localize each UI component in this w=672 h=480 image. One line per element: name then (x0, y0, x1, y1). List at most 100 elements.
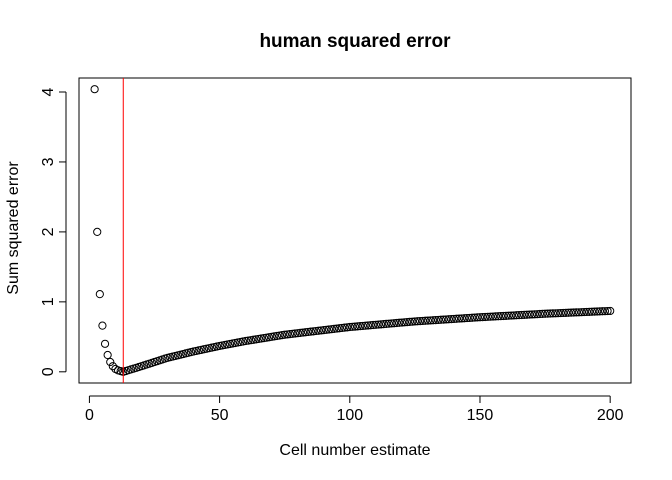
data-point (514, 311, 524, 320)
y-tick-label: 0 (40, 367, 57, 376)
data-point (363, 321, 373, 330)
data-point (244, 336, 253, 345)
x-axis-label: Cell number estimate (279, 442, 430, 459)
data-point (486, 312, 495, 321)
data-point (473, 313, 482, 322)
y-tick-label: 2 (40, 227, 57, 236)
data-point (593, 307, 602, 316)
data-point (491, 312, 500, 321)
data-point (582, 307, 591, 317)
data-point (483, 312, 492, 321)
data-point (314, 326, 323, 335)
data-point (267, 332, 276, 341)
data-point (264, 333, 274, 342)
data-point (335, 324, 344, 333)
data-point (577, 308, 586, 317)
data-point (429, 316, 438, 325)
data-point (540, 309, 550, 318)
data-point (512, 311, 521, 320)
data-point (319, 326, 328, 335)
data-point (280, 330, 289, 339)
data-point (283, 330, 292, 339)
data-point (296, 328, 305, 337)
data-point (392, 318, 401, 328)
data-point (353, 322, 362, 331)
data-point (551, 309, 560, 318)
data-point (561, 308, 571, 317)
data-point (444, 315, 453, 324)
y-tick-label: 3 (40, 157, 57, 166)
data-point (402, 318, 412, 327)
data-point (501, 311, 511, 320)
data-point (460, 314, 469, 323)
data-point (270, 332, 279, 341)
data-point (507, 311, 516, 320)
data-point (374, 320, 383, 329)
data-point (108, 362, 117, 371)
chart-title: human squared error (259, 31, 451, 52)
data-point (345, 322, 354, 332)
data-point (317, 326, 326, 335)
data-point (600, 307, 610, 316)
data-point (395, 318, 404, 327)
data-point (481, 312, 490, 322)
data-point (465, 313, 474, 323)
data-point (389, 319, 399, 328)
data-point (439, 315, 448, 324)
data-point (475, 313, 485, 322)
data-point (311, 326, 321, 336)
data-point (343, 323, 352, 332)
data-point (585, 307, 594, 316)
data-point (309, 327, 318, 336)
data-point (449, 314, 459, 324)
data-point (356, 322, 365, 331)
data-point (387, 319, 396, 328)
data-point (564, 308, 573, 317)
data-point (527, 310, 537, 319)
data-point (249, 335, 258, 344)
data-point (330, 324, 339, 333)
data-point (567, 308, 576, 317)
data-point (293, 329, 302, 338)
data-point (106, 357, 115, 367)
data-point (418, 316, 427, 326)
data-point (426, 316, 435, 325)
data-point (546, 309, 555, 318)
data-point (337, 323, 347, 333)
data-point (103, 350, 112, 360)
data-point (304, 327, 313, 337)
data-point (504, 311, 513, 320)
plot-frame (78, 77, 632, 384)
data-point (431, 315, 440, 325)
data-point (413, 317, 422, 326)
data-point (580, 307, 589, 317)
data-point (520, 310, 529, 319)
data-point (559, 308, 568, 318)
data-point (324, 325, 334, 334)
y-axis-label: Sum squared error (5, 161, 22, 295)
data-point (340, 323, 349, 332)
data-point (259, 333, 268, 343)
x-tick-label: 0 (85, 407, 94, 424)
data-point (384, 319, 393, 328)
data-point (543, 309, 552, 318)
data-point (408, 317, 417, 326)
data-point (272, 331, 281, 341)
data-point (100, 339, 110, 348)
data-point (301, 328, 310, 337)
data-point (436, 315, 446, 324)
data-point (241, 336, 250, 346)
data-point (246, 336, 255, 345)
data-point (288, 329, 297, 338)
data-point (470, 313, 479, 322)
data-point (606, 306, 615, 316)
x-tick-label: 200 (597, 407, 624, 424)
data-point (93, 227, 102, 236)
x-axis: 0 50 100 150 200 (85, 395, 624, 424)
data-point (350, 322, 360, 331)
data-point (496, 312, 505, 321)
data-point (415, 317, 425, 326)
data-point (452, 314, 461, 323)
data-point (262, 333, 271, 342)
data-point (376, 320, 386, 329)
